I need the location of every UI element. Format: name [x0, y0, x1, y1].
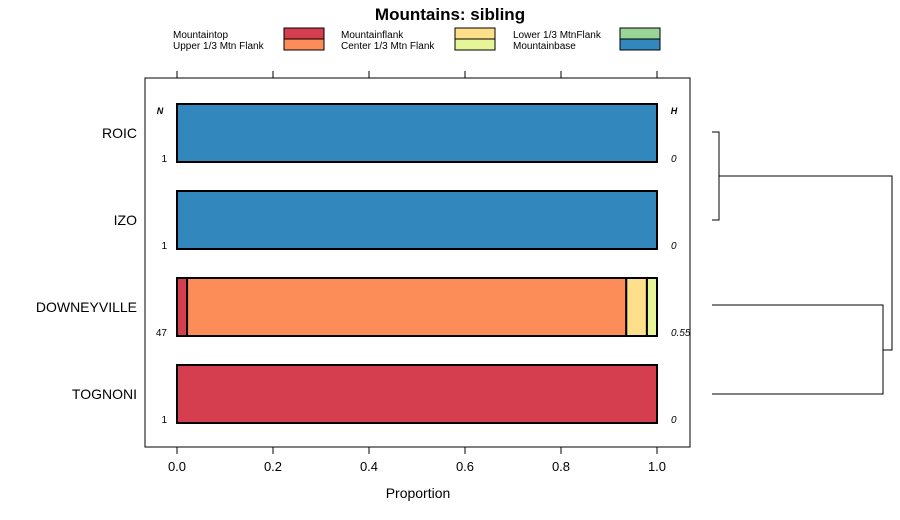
bar-segment [176, 190, 658, 250]
bar-segment [176, 364, 658, 424]
bar-segment [645, 277, 658, 337]
n-value: 1 [161, 415, 167, 426]
h-value: 0 [671, 154, 677, 165]
n-value: 1 [161, 241, 167, 252]
h-value: 0.55 [671, 328, 691, 339]
category-labels: ROIC 1 0 IZO 1 0 DOWNEYVILLE 47 0.55 TOGNONI 1 0 N H [36, 106, 691, 426]
legend-swatch [619, 27, 661, 40]
plot-frame [144, 77, 691, 448]
x-axis: 0.0 0.2 0.4 0.6 0.8 1.0 [168, 71, 666, 474]
h-header: H [671, 106, 678, 116]
legend-swatch [454, 27, 496, 40]
category-label: ROIC [102, 125, 137, 141]
dendrogram-root [719, 175, 893, 351]
dendrogram [712, 131, 893, 395]
legend-swatch [454, 38, 496, 51]
bar-segment [176, 103, 658, 163]
category-label: TOGNONI [72, 386, 137, 402]
bars-group [176, 103, 658, 424]
h-value: 0 [671, 415, 677, 426]
bar-segment [176, 277, 189, 337]
dendrogram-branch-roic-izo [712, 131, 720, 221]
bar-segment [625, 277, 648, 337]
x-tick-label: 0.2 [264, 459, 282, 474]
x-tick-label: 0.6 [456, 459, 474, 474]
h-value: 0 [671, 241, 677, 252]
dendrogram-branch-downeyville-tognoni [712, 304, 884, 395]
legend-swatch [283, 27, 325, 40]
x-tick-label: 0.4 [360, 459, 378, 474]
legend-swatch [619, 38, 661, 51]
legend-swatch [283, 38, 325, 51]
legend-label: Lower 1/3 MtnFlank [513, 30, 602, 41]
x-tick-label: 0.8 [552, 459, 570, 474]
legend-label: Mountaintop [173, 30, 228, 41]
x-axis-title: Proportion [386, 485, 451, 501]
legend-label: Mountainflank [341, 30, 404, 41]
category-label: IZO [114, 212, 137, 228]
n-value: 1 [161, 154, 167, 165]
chart-title: Mountains: sibling [375, 5, 525, 24]
category-label: DOWNEYVILLE [36, 299, 137, 315]
n-value: 47 [156, 328, 168, 339]
x-tick-label: 1.0 [648, 459, 666, 474]
bar-segment [186, 277, 628, 337]
n-header: N [157, 106, 164, 116]
legend-label: Center 1/3 Mtn Flank [341, 41, 435, 52]
x-tick-label: 0.0 [168, 459, 186, 474]
legend-label: Upper 1/3 Mtn Flank [173, 41, 265, 52]
legend-label: Mountainbase [513, 41, 576, 52]
